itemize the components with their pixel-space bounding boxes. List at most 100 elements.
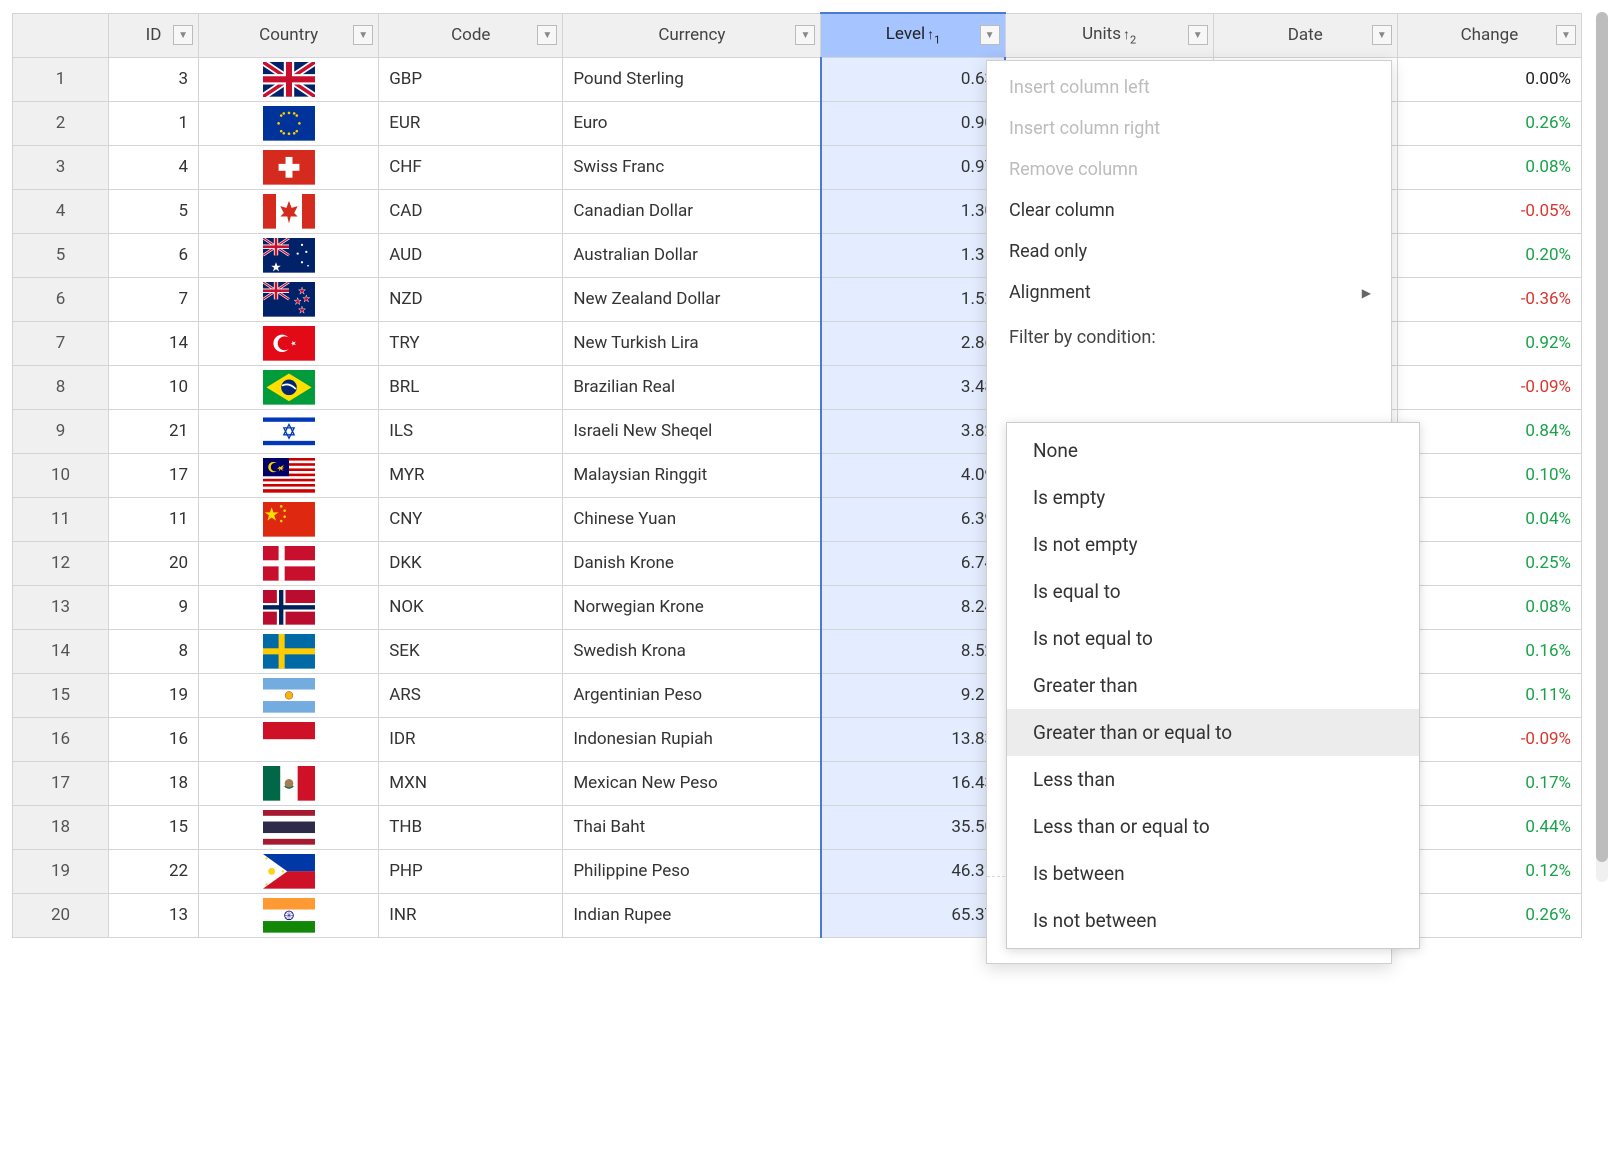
row-number[interactable]: 13 — [13, 585, 109, 629]
cell-level[interactable]: 0.97 — [821, 145, 1005, 189]
cell-level[interactable]: 4.09 — [821, 453, 1005, 497]
cell-change[interactable]: 0.84% — [1397, 409, 1581, 453]
row-number[interactable]: 7 — [13, 321, 109, 365]
menu-item-alignment[interactable]: Alignment▶ — [987, 272, 1391, 313]
condition-option-greater-than[interactable]: Greater than — [1007, 662, 1419, 709]
condition-option-is-not-between[interactable]: Is not between — [1007, 897, 1419, 944]
cell-level[interactable]: 3.82 — [821, 409, 1005, 453]
row-number[interactable]: 6 — [13, 277, 109, 321]
cell-id[interactable]: 11 — [109, 497, 199, 541]
cell-country-flag[interactable] — [199, 673, 379, 717]
cell-level[interactable]: 8.52 — [821, 629, 1005, 673]
cell-change[interactable]: 0.26% — [1397, 893, 1581, 937]
row-number[interactable]: 1 — [13, 57, 109, 101]
cell-code[interactable]: CAD — [379, 189, 563, 233]
cell-currency[interactable]: Philippine Peso — [563, 849, 821, 893]
row-number[interactable]: 2 — [13, 101, 109, 145]
cell-currency[interactable]: Mexican New Peso — [563, 761, 821, 805]
row-number[interactable]: 15 — [13, 673, 109, 717]
condition-option-is-equal-to[interactable]: Is equal to — [1007, 568, 1419, 615]
cell-currency[interactable]: Euro — [563, 101, 821, 145]
row-number[interactable]: 3 — [13, 145, 109, 189]
filter-dropdown-icon[interactable]: ▼ — [173, 25, 193, 45]
cell-id[interactable]: 16 — [109, 717, 199, 761]
cell-id[interactable]: 20 — [109, 541, 199, 585]
cell-currency[interactable]: Israeli New Sheqel — [563, 409, 821, 453]
cell-code[interactable]: CNY — [379, 497, 563, 541]
cell-level[interactable]: 1.35 — [821, 233, 1005, 277]
cell-code[interactable]: NOK — [379, 585, 563, 629]
cell-currency[interactable]: Swiss Franc — [563, 145, 821, 189]
cell-currency[interactable]: Thai Baht — [563, 805, 821, 849]
cell-code[interactable]: MXN — [379, 761, 563, 805]
cell-code[interactable]: AUD — [379, 233, 563, 277]
cell-country-flag[interactable] — [199, 277, 379, 321]
condition-option-is-not-equal-to[interactable]: Is not equal to — [1007, 615, 1419, 662]
cell-currency[interactable]: Canadian Dollar — [563, 189, 821, 233]
cell-currency[interactable]: Australian Dollar — [563, 233, 821, 277]
cell-country-flag[interactable] — [199, 453, 379, 497]
cell-level[interactable]: 0.90 — [821, 101, 1005, 145]
row-number[interactable]: 11 — [13, 497, 109, 541]
cell-id[interactable]: 6 — [109, 233, 199, 277]
menu-item-read-only[interactable]: Read only — [987, 231, 1391, 272]
column-header-currency[interactable]: Currency▼ — [563, 13, 821, 57]
column-header-units[interactable]: Units↑2▼ — [1005, 13, 1213, 57]
cell-change[interactable]: 0.08% — [1397, 145, 1581, 189]
cell-id[interactable]: 7 — [109, 277, 199, 321]
cell-change[interactable]: 0.25% — [1397, 541, 1581, 585]
cell-country-flag[interactable] — [199, 321, 379, 365]
row-number[interactable]: 5 — [13, 233, 109, 277]
row-number[interactable]: 9 — [13, 409, 109, 453]
cell-change[interactable]: 0.10% — [1397, 453, 1581, 497]
column-header-level[interactable]: Level↑1▼ — [821, 13, 1005, 57]
cell-id[interactable]: 19 — [109, 673, 199, 717]
cell-id[interactable]: 1 — [109, 101, 199, 145]
cell-change[interactable]: -0.09% — [1397, 365, 1581, 409]
cell-currency[interactable]: Malaysian Ringgit — [563, 453, 821, 497]
cell-id[interactable]: 3 — [109, 57, 199, 101]
cell-country-flag[interactable] — [199, 365, 379, 409]
cell-code[interactable]: IDR — [379, 717, 563, 761]
cell-currency[interactable]: Chinese Yuan — [563, 497, 821, 541]
cell-id[interactable]: 13 — [109, 893, 199, 937]
cell-level[interactable]: 13.83 — [821, 717, 1005, 761]
cell-country-flag[interactable] — [199, 189, 379, 233]
column-header-rowhead[interactable] — [13, 13, 109, 57]
condition-option-greater-than-or-equal-to[interactable]: Greater than or equal to — [1007, 709, 1419, 756]
cell-country-flag[interactable] — [199, 585, 379, 629]
cell-currency[interactable]: Indonesian Rupiah — [563, 717, 821, 761]
cell-code[interactable]: GBP — [379, 57, 563, 101]
menu-item-clear-column[interactable]: Clear column — [987, 190, 1391, 231]
column-header-country[interactable]: Country▼ — [199, 13, 379, 57]
cell-country-flag[interactable] — [199, 145, 379, 189]
column-header-date[interactable]: Date▼ — [1213, 13, 1397, 57]
cell-code[interactable]: EUR — [379, 101, 563, 145]
cell-code[interactable]: MYR — [379, 453, 563, 497]
row-number[interactable]: 10 — [13, 453, 109, 497]
cell-level[interactable]: 1.52 — [821, 277, 1005, 321]
cell-change[interactable]: 0.16% — [1397, 629, 1581, 673]
cell-id[interactable]: 22 — [109, 849, 199, 893]
cell-change[interactable]: 0.12% — [1397, 849, 1581, 893]
condition-option-is-between[interactable]: Is between — [1007, 850, 1419, 897]
cell-currency[interactable]: Brazilian Real — [563, 365, 821, 409]
cell-change[interactable]: 0.11% — [1397, 673, 1581, 717]
filter-dropdown-icon[interactable]: ▼ — [980, 25, 1000, 45]
cell-level[interactable]: 0.63 — [821, 57, 1005, 101]
filter-dropdown-icon[interactable]: ▼ — [353, 25, 373, 45]
cell-currency[interactable]: Pound Sterling — [563, 57, 821, 101]
cell-level[interactable]: 8.24 — [821, 585, 1005, 629]
cell-change[interactable]: 0.20% — [1397, 233, 1581, 277]
column-header-id[interactable]: ID▼ — [109, 13, 199, 57]
cell-country-flag[interactable] — [199, 409, 379, 453]
cell-code[interactable]: THB — [379, 805, 563, 849]
column-header-code[interactable]: Code▼ — [379, 13, 563, 57]
cell-id[interactable]: 9 — [109, 585, 199, 629]
cell-country-flag[interactable] — [199, 541, 379, 585]
filter-dropdown-icon[interactable]: ▼ — [795, 25, 815, 45]
cell-country-flag[interactable] — [199, 805, 379, 849]
cell-country-flag[interactable] — [199, 497, 379, 541]
column-header-change[interactable]: Change▼ — [1397, 13, 1581, 57]
cell-id[interactable]: 8 — [109, 629, 199, 673]
